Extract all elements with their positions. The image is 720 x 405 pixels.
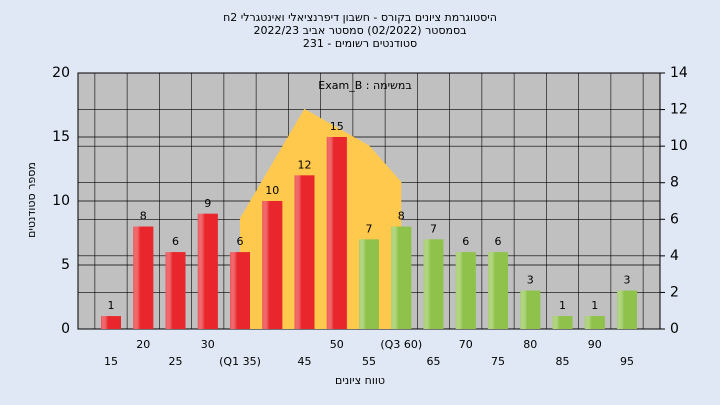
x-tick-label: (Q3 60) <box>380 338 422 351</box>
annotation: במשימה : Exam_B <box>318 79 411 92</box>
y2-tick-label: 12 <box>670 102 688 118</box>
data-label: 3 <box>527 274 534 287</box>
data-label: 1 <box>559 299 566 312</box>
y2-tick-label: 10 <box>670 138 688 154</box>
data-label: 7 <box>430 222 437 235</box>
y-tick-label: 0 <box>61 321 70 337</box>
data-label: 3 <box>624 274 631 287</box>
bar-shade <box>359 239 379 329</box>
x-tick-label: 75 <box>491 355 505 368</box>
x-tick-label: 50 <box>330 338 344 351</box>
bar-shade <box>584 316 605 329</box>
y2-tick-label: 8 <box>670 175 679 191</box>
bar-shade <box>197 213 218 329</box>
x-tick-label: 70 <box>459 338 473 351</box>
x-tick-label: 85 <box>556 355 570 368</box>
bar-shade <box>262 201 283 329</box>
bar-shade <box>391 226 412 329</box>
x-tick-label: 25 <box>169 355 183 368</box>
data-label: 7 <box>366 222 373 235</box>
bar-shade <box>488 252 508 329</box>
data-label: 6 <box>495 235 502 248</box>
bar-shade <box>326 137 347 329</box>
bar-shade <box>423 239 444 329</box>
data-label: 10 <box>265 184 279 197</box>
x-tick-label: 80 <box>523 338 537 351</box>
data-label: 6 <box>172 235 179 248</box>
data-label: 1 <box>108 299 115 312</box>
y-axis-label: מספר סטודנטים <box>25 162 38 238</box>
x-tick-label: 15 <box>104 355 118 368</box>
x-axis-label: טווח ציונים <box>335 374 385 387</box>
bar-shade <box>520 290 541 329</box>
x-tick-label: (Q1 35) <box>219 355 261 368</box>
bar-shade <box>552 316 573 329</box>
chart-subtitle: בסמסטר (02/2022) סמסטר אביב 2022/23 <box>253 24 466 37</box>
bar-shade <box>294 175 315 329</box>
x-tick-label: 95 <box>620 355 634 368</box>
bar-shade <box>230 252 250 329</box>
y-tick-label: 5 <box>61 257 70 273</box>
bar-shade <box>617 290 637 329</box>
curve-line <box>239 108 402 220</box>
data-label: 1 <box>591 299 598 312</box>
chart-subtitle: סטודנטים רשומים - 231 <box>303 37 417 50</box>
x-tick-label: 55 <box>362 355 376 368</box>
x-tick-label: 45 <box>298 355 312 368</box>
data-label: 8 <box>140 210 147 223</box>
x-tick-label: 90 <box>588 338 602 351</box>
bar-shade <box>133 226 154 329</box>
y-tick-label: 10 <box>52 193 70 209</box>
y2-tick-label: 14 <box>670 65 688 81</box>
data-label: 6 <box>237 235 244 248</box>
data-label: 9 <box>204 197 211 210</box>
y-tick-label: 20 <box>52 65 70 81</box>
bar-shade <box>165 252 186 329</box>
bar-shade <box>101 316 121 329</box>
data-label: 8 <box>398 210 405 223</box>
y2-tick-label: 0 <box>670 321 679 337</box>
y-tick-label: 15 <box>52 129 70 145</box>
chart-title: היסטוגרמת ציונים בקורס - חשבון דיפרנציאל… <box>223 11 497 24</box>
data-label: 15 <box>330 120 344 133</box>
data-label: 6 <box>462 235 469 248</box>
y2-tick-label: 6 <box>670 211 679 227</box>
x-tick-label: 65 <box>427 355 441 368</box>
x-tick-label: 30 <box>201 338 215 351</box>
data-label: 12 <box>298 158 312 171</box>
bar-shade <box>455 252 476 329</box>
y2-tick-label: 4 <box>670 248 679 264</box>
x-tick-label: 20 <box>136 338 150 351</box>
y2-tick-label: 2 <box>670 284 679 300</box>
